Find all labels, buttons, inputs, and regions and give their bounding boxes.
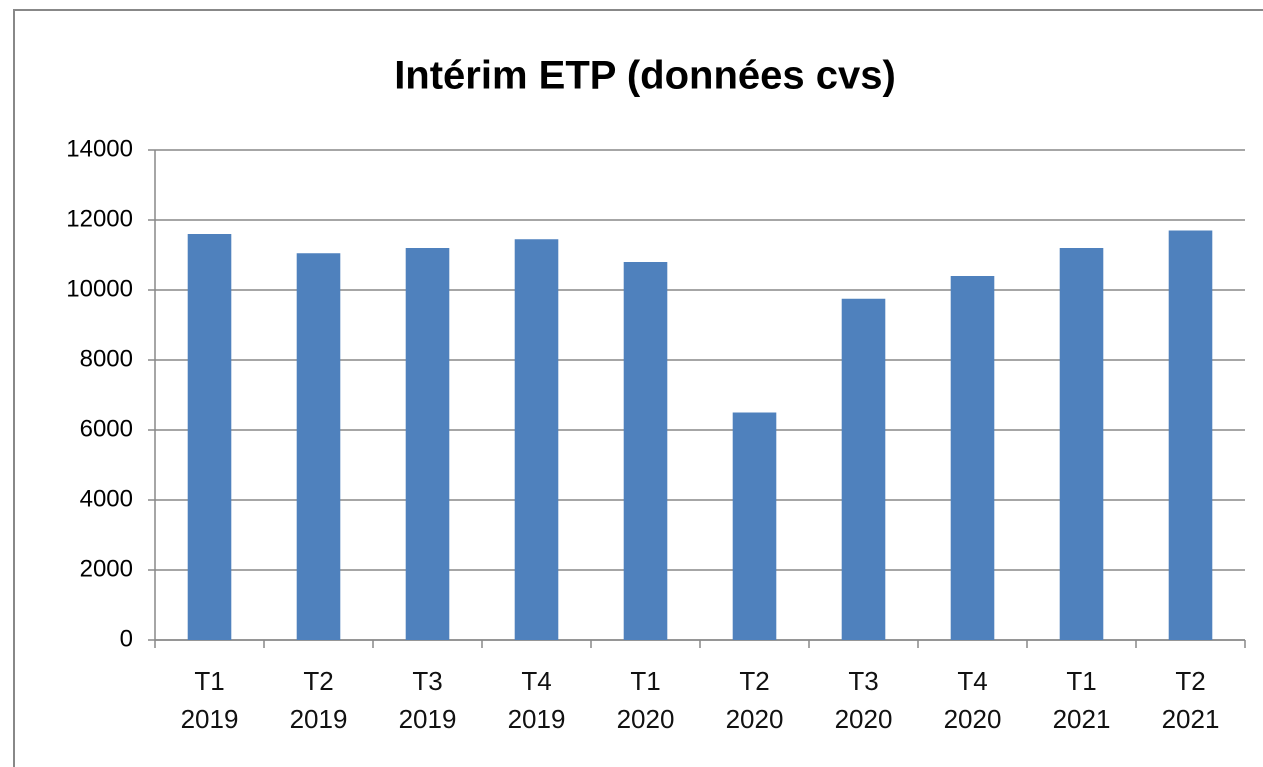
bar [623, 262, 668, 640]
y-tick-label: 6000 [80, 415, 133, 442]
x-tick-label: T4 2020 [943, 666, 1002, 734]
x-tick-label: T3 2020 [834, 666, 893, 734]
bar [841, 298, 886, 640]
y-tick-label: 10000 [66, 275, 133, 302]
bar [405, 248, 450, 640]
bar [1059, 248, 1104, 640]
y-tick-label: 2000 [80, 555, 133, 582]
x-tick-label: T2 2021 [1161, 666, 1220, 734]
bar [187, 234, 232, 640]
bar [1168, 230, 1213, 640]
x-tick-label: T2 2020 [725, 666, 784, 734]
chart-title: Intérim ETP (données cvs) [394, 54, 896, 98]
x-tick-label: T1 2021 [1052, 666, 1111, 734]
y-tick-label: 4000 [80, 485, 133, 512]
y-tick-label: 14000 [66, 135, 133, 162]
bar [296, 253, 341, 640]
y-tick-label: 12000 [66, 205, 133, 232]
x-tick-label: T3 2019 [398, 666, 457, 734]
x-tick-label: T1 2020 [616, 666, 675, 734]
x-tick-label: T1 2019 [180, 666, 239, 734]
x-tick-label: T2 2019 [289, 666, 348, 734]
x-tick-label: T4 2019 [507, 666, 566, 734]
y-tick-label: 8000 [80, 345, 133, 372]
bar [732, 412, 777, 640]
bar [514, 239, 559, 640]
y-tick-label: 0 [120, 625, 133, 652]
bar [950, 276, 995, 640]
